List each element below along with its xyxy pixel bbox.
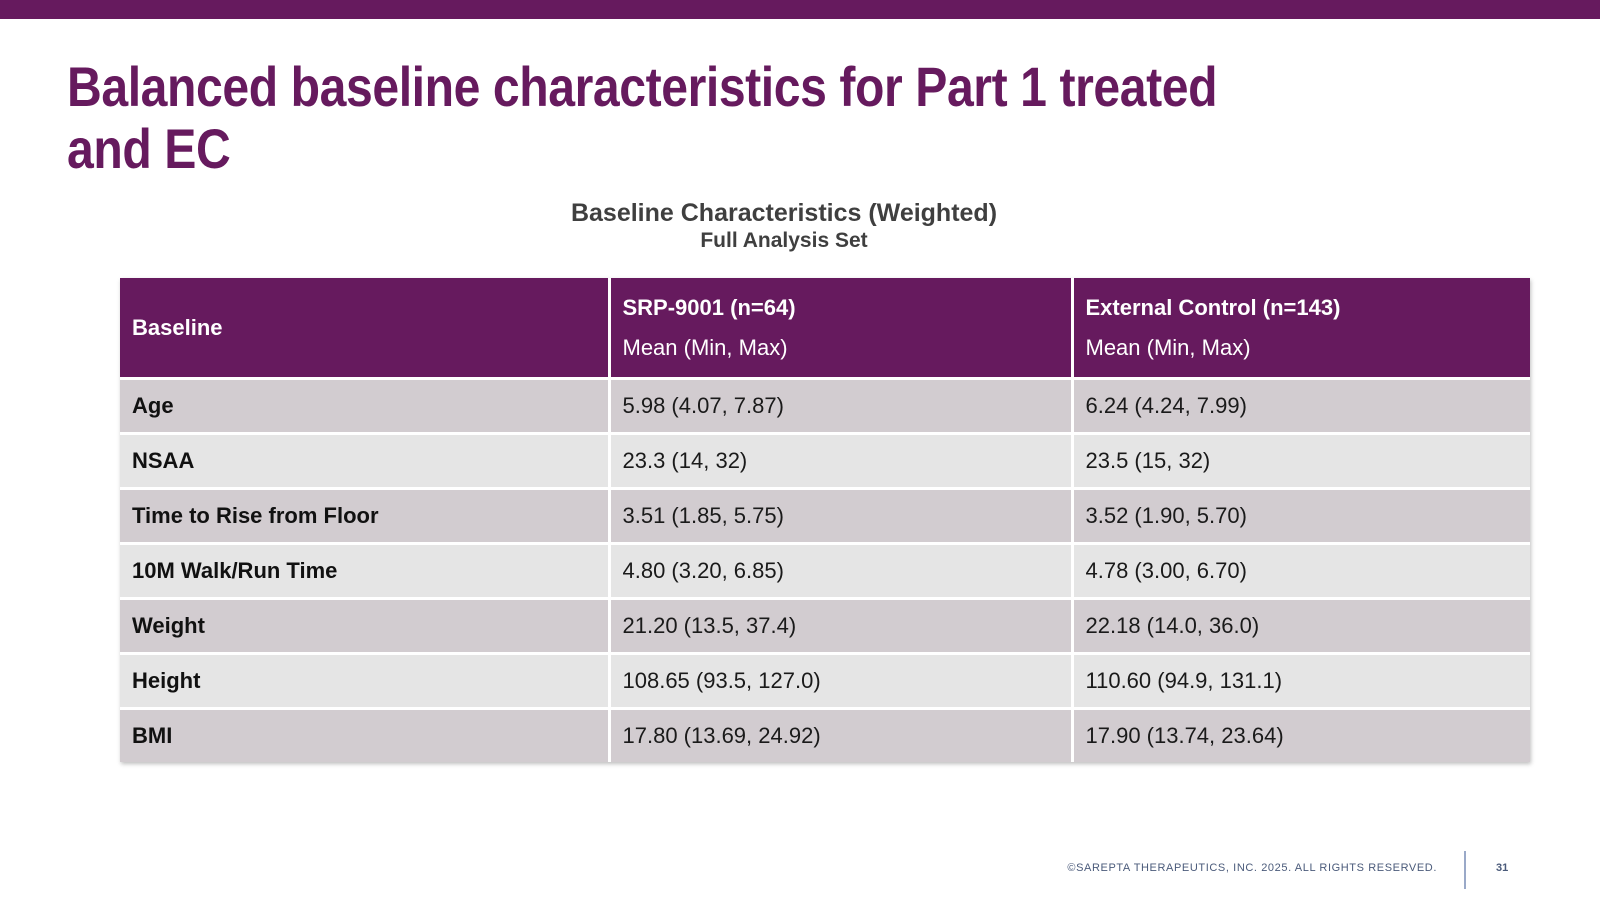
srp-value: 5.98 (4.07, 7.87) xyxy=(609,378,1074,435)
srp-value: 17.80 (13.69, 24.92) xyxy=(609,708,1074,762)
srp-value: 3.51 (1.85, 5.75) xyxy=(609,488,1074,545)
table-row: 10M Walk/Run Time 4.80 (3.20, 6.85) 4.78… xyxy=(120,543,1530,600)
ec-value: 110.60 (94.9, 131.1) xyxy=(1072,653,1530,710)
header-baseline-label: Baseline xyxy=(132,314,223,340)
srp-value: 23.3 (14, 32) xyxy=(609,433,1074,490)
ec-value: 3.52 (1.90, 5.70) xyxy=(1072,488,1530,545)
ec-value: 22.18 (14.0, 36.0) xyxy=(1072,598,1530,655)
srp-value: 4.80 (3.20, 6.85) xyxy=(609,543,1074,600)
table-row: BMI 17.80 (13.69, 24.92) 17.90 (13.74, 2… xyxy=(120,708,1530,762)
row-label: Weight xyxy=(120,598,611,655)
header-baseline: Baseline xyxy=(120,278,611,380)
row-label: NSAA xyxy=(120,433,611,490)
table-row: NSAA 23.3 (14, 32) 23.5 (15, 32) xyxy=(120,433,1530,490)
srp-value: 21.20 (13.5, 37.4) xyxy=(609,598,1074,655)
header-external-control-subtitle: Mean (Min, Max) xyxy=(1085,334,1251,360)
slide-title: Balanced baseline characteristics for Pa… xyxy=(67,55,1218,180)
header-external-control-title: External Control (n=143) xyxy=(1085,294,1341,320)
footer-copyright: ©SAREPTA THERAPEUTICS, INC. 2025. ALL RI… xyxy=(1067,862,1437,874)
ec-value: 17.90 (13.74, 23.64) xyxy=(1072,708,1530,762)
table-subtitle: Full Analysis Set xyxy=(700,229,868,252)
row-label: Age xyxy=(120,378,611,435)
table-row: Weight 21.20 (13.5, 37.4) 22.18 (14.0, 3… xyxy=(120,598,1530,655)
table-row: Height 108.65 (93.5, 127.0) 110.60 (94.9… xyxy=(120,653,1530,710)
header-srp-9001-subtitle: Mean (Min, Max) xyxy=(622,334,788,360)
ec-value: 4.78 (3.00, 6.70) xyxy=(1072,543,1530,600)
row-label: Height xyxy=(120,653,611,710)
top-accent-bar xyxy=(0,0,1600,19)
ec-value: 6.24 (4.24, 7.99) xyxy=(1072,378,1530,435)
row-label: 10M Walk/Run Time xyxy=(120,543,611,600)
row-label: Time to Rise from Floor xyxy=(120,488,611,545)
row-label: BMI xyxy=(120,708,611,762)
table-row: Time to Rise from Floor 3.51 (1.85, 5.75… xyxy=(120,488,1530,545)
header-srp-9001: SRP-9001 (n=64) Mean (Min, Max) xyxy=(609,278,1074,380)
header-external-control: External Control (n=143) Mean (Min, Max) xyxy=(1072,278,1530,380)
ec-value: 23.5 (15, 32) xyxy=(1072,433,1530,490)
baseline-characteristics-table: Baseline SRP-9001 (n=64) Mean (Min, Max)… xyxy=(120,278,1530,762)
table-header-row: Baseline SRP-9001 (n=64) Mean (Min, Max)… xyxy=(120,278,1530,380)
header-srp-9001-title: SRP-9001 (n=64) xyxy=(622,294,796,320)
srp-value: 108.65 (93.5, 127.0) xyxy=(609,653,1074,710)
footer-divider xyxy=(1464,851,1466,889)
table-title: Baseline Characteristics (Weighted) xyxy=(570,199,998,227)
table-row: Age 5.98 (4.07, 7.87) 6.24 (4.24, 7.99) xyxy=(120,378,1530,435)
page-number: 31 xyxy=(1496,862,1509,874)
table-heading: Baseline Characteristics (Weighted) Full… xyxy=(0,198,1568,254)
